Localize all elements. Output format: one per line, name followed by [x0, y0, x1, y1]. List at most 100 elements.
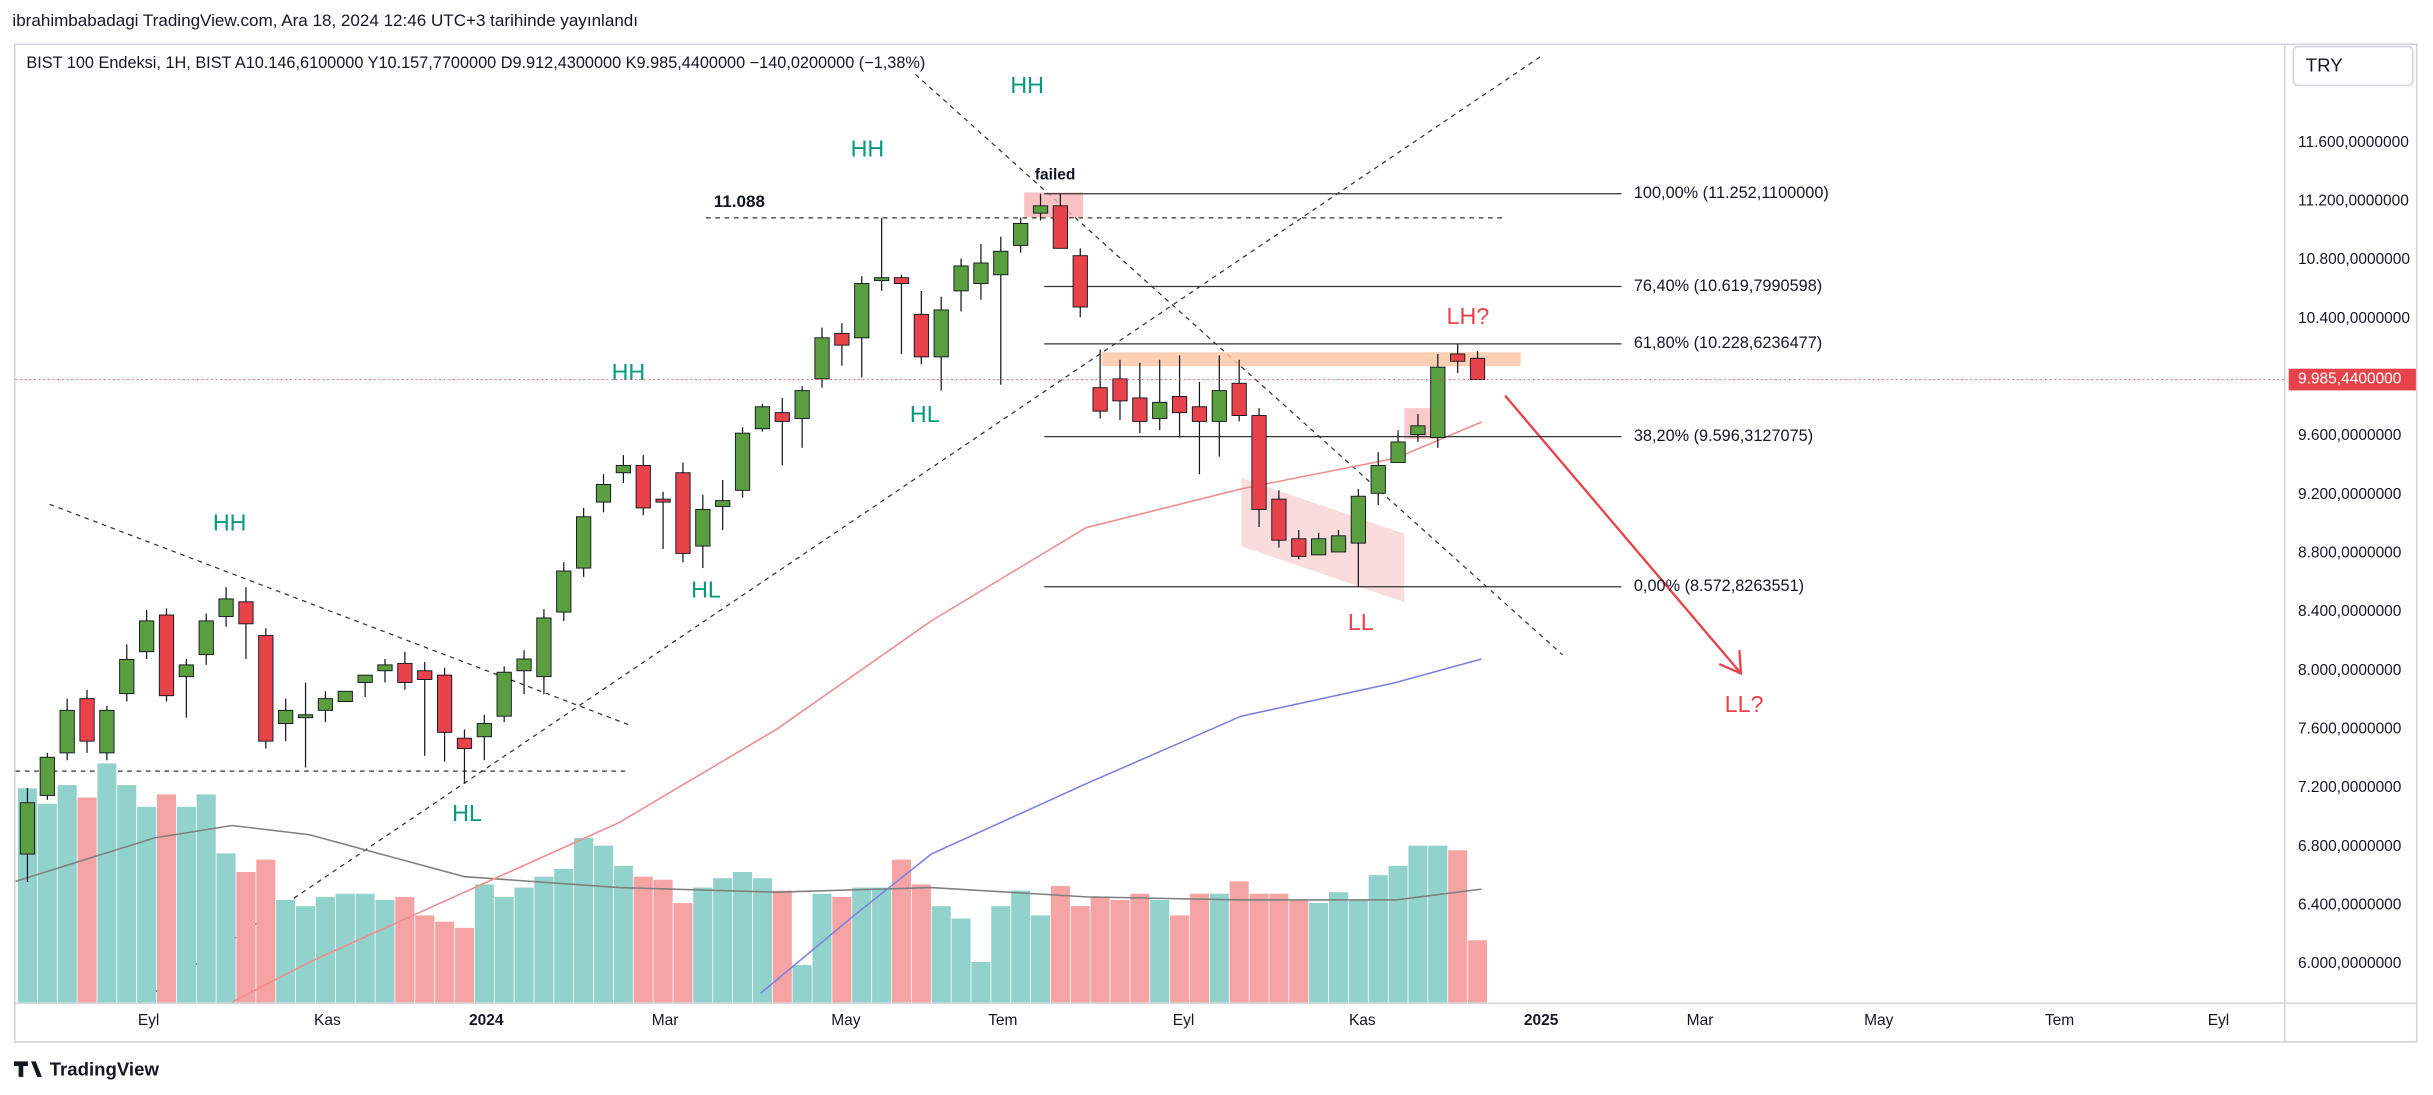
volume-bar [891, 859, 912, 1003]
annotation: HH [851, 136, 885, 162]
candle-body [476, 723, 492, 738]
volume-bar [1189, 893, 1209, 1003]
annotation: HH [213, 510, 247, 536]
annotation: HL [691, 576, 721, 602]
candle-body [139, 620, 155, 653]
candle-body [1112, 378, 1128, 402]
candle-body [1032, 205, 1049, 214]
candle-body [635, 464, 651, 509]
volume-bar [395, 896, 415, 1003]
legend: BIST 100 Endeksi, 1H, BIST A10.146,61000… [26, 54, 925, 72]
volume-bar [196, 794, 216, 1003]
volume-bar [514, 887, 534, 1003]
candle-body [397, 662, 413, 683]
candle-body [1092, 387, 1108, 412]
volume-ma [15, 824, 1482, 901]
volume-bar [872, 887, 892, 1003]
candle-body [734, 432, 751, 491]
candle-body [39, 756, 55, 796]
volume-bar [1170, 915, 1190, 1003]
candle-body [1052, 205, 1069, 249]
annotation: failed [1035, 166, 1075, 183]
volume-bar [1130, 893, 1150, 1003]
candle-body [1251, 415, 1267, 510]
volume-bar [1011, 890, 1031, 1003]
x-tick-label: Mar [652, 1012, 679, 1029]
candle-body [754, 406, 771, 430]
volume-bar [137, 806, 157, 1003]
candle-body [1152, 401, 1168, 419]
y-tick-label: 6.800,0000000 [2298, 838, 2402, 855]
candle-body [1211, 390, 1227, 422]
y-tick-label: 9.200,0000000 [2298, 486, 2402, 503]
candle-body [615, 464, 631, 474]
volume-bar [1090, 896, 1110, 1003]
candle-body [1430, 366, 1446, 439]
candle-body [158, 614, 175, 697]
volume-bar [1328, 892, 1349, 1003]
annotation: HH [1010, 72, 1044, 98]
footer: TradingView [50, 1059, 160, 1080]
annotation: HL [910, 401, 940, 427]
frame [13, 43, 2418, 1043]
candle-body [1330, 535, 1347, 553]
volume-bar [97, 763, 117, 1003]
candle-body [258, 635, 274, 742]
candle-body [1171, 396, 1188, 414]
candle-body [337, 690, 353, 703]
volume-bar [335, 893, 355, 1003]
x-tick-label: Eyl [138, 1012, 160, 1029]
candle-body [556, 570, 572, 613]
last-price-tag [2288, 368, 2416, 391]
volume-bar [792, 965, 812, 1003]
candle-body [1191, 406, 1208, 422]
candle-body [99, 709, 115, 754]
volume-bar [375, 899, 395, 1003]
volume-bar [1249, 893, 1269, 1003]
fib-label: 100,00% (11.252,1100000) [1634, 184, 1829, 202]
volume-bar [474, 884, 494, 1003]
x-tick-label: Kas [1349, 1012, 1376, 1029]
y-tick-label: 7.600,0000000 [2298, 721, 2402, 738]
candle-body [1132, 397, 1148, 422]
candle-body [238, 601, 254, 625]
volume-bar [216, 853, 236, 1003]
volume-bar [1448, 850, 1468, 1003]
candle-body [178, 664, 194, 678]
volume-bar [534, 876, 554, 1003]
volume-bar [991, 906, 1011, 1003]
candle-body [1469, 357, 1486, 381]
x-tick-label: 2025 [1524, 1012, 1559, 1029]
candle-body [893, 277, 910, 285]
volume-bar [1229, 881, 1249, 1003]
candle-body [1013, 222, 1029, 246]
y-tick-label: 10.800,0000000 [2298, 251, 2410, 268]
volume-bar [494, 896, 514, 1003]
volume-bar [911, 884, 931, 1003]
candle-body [854, 283, 870, 339]
volume-bar [554, 868, 574, 1003]
candle-body [496, 671, 512, 717]
volume-bar [1269, 893, 1289, 1003]
volume-bar [852, 887, 872, 1003]
x-tick-label: Kas [314, 1012, 341, 1029]
candle-body [198, 620, 214, 656]
volume-bar [713, 878, 733, 1003]
y-tick-label: 9.600,0000000 [2298, 427, 2402, 444]
candle-body [317, 698, 334, 711]
candle-body [1390, 441, 1406, 463]
y-tick-label: 8.800,0000000 [2298, 545, 2402, 562]
candle-body [873, 277, 890, 282]
candle-body [993, 250, 1009, 276]
candle-body [814, 337, 830, 380]
volume-bar [593, 845, 614, 1003]
candle-body [1311, 538, 1327, 556]
volume-bar [37, 803, 57, 1003]
volume-bar [117, 785, 137, 1003]
volume-bar [77, 797, 97, 1003]
currency-box[interactable] [2292, 45, 2414, 87]
volume-bar [752, 878, 772, 1003]
candle-body [1072, 255, 1088, 308]
volume-bar [971, 962, 991, 1003]
